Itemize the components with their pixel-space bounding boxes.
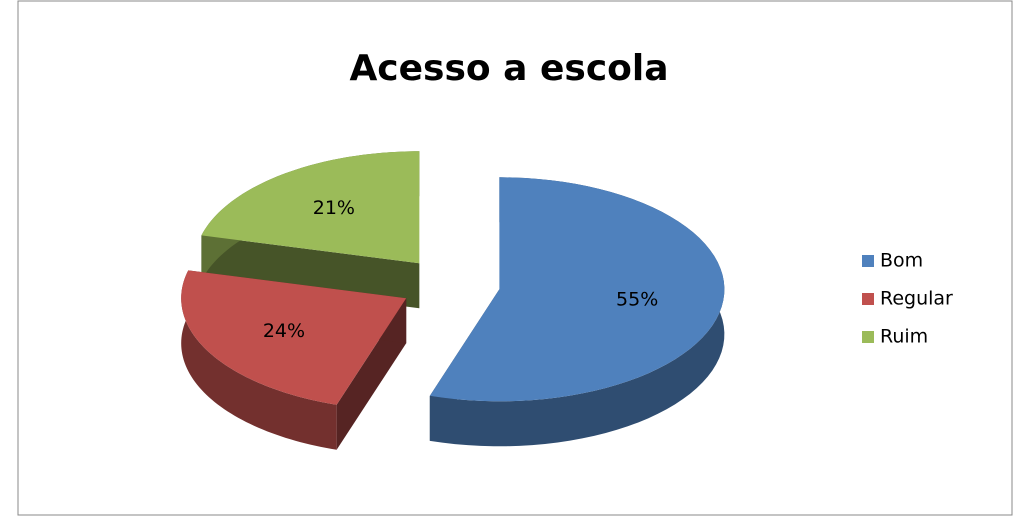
chart-title: Acesso a escola	[349, 48, 668, 89]
data-label: 24%	[263, 320, 305, 342]
pie-slice	[429, 177, 725, 402]
data-label: 55%	[616, 289, 658, 311]
data-label: 21%	[313, 197, 355, 219]
slice	[429, 177, 725, 447]
slice	[181, 270, 407, 450]
legend-label: Regular	[880, 288, 953, 310]
legend-swatch	[862, 331, 874, 343]
legend-swatch	[862, 255, 874, 267]
slice-side	[201, 235, 420, 309]
legend-label: Bom	[880, 250, 923, 272]
slice	[201, 151, 420, 309]
legend-label: Ruim	[880, 326, 928, 348]
slice-side	[181, 270, 337, 450]
legend-swatch	[862, 293, 874, 305]
pie-slice	[181, 270, 407, 405]
pie-slice	[201, 151, 420, 264]
